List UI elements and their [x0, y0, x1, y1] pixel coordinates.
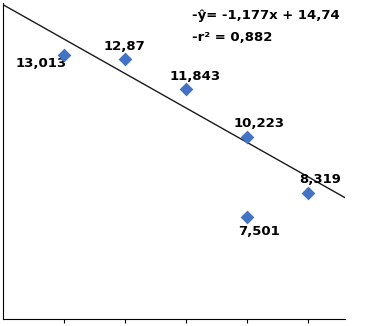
Text: 12,87: 12,87: [104, 40, 146, 52]
Text: 8,319: 8,319: [300, 173, 341, 186]
Text: 7,501: 7,501: [238, 225, 280, 238]
Text: 13,013: 13,013: [15, 57, 66, 70]
Text: -r² = 0,882: -r² = 0,882: [192, 31, 272, 44]
Point: [244, 134, 250, 140]
Point: [244, 214, 250, 219]
Point: [305, 190, 311, 195]
Text: 10,223: 10,223: [234, 117, 285, 130]
Text: 11,843: 11,843: [170, 70, 221, 83]
Text: -ŷ= -1,177x + 14,74: -ŷ= -1,177x + 14,74: [192, 8, 340, 22]
Point: [183, 87, 189, 92]
Point: [61, 52, 67, 58]
Point: [122, 57, 128, 62]
